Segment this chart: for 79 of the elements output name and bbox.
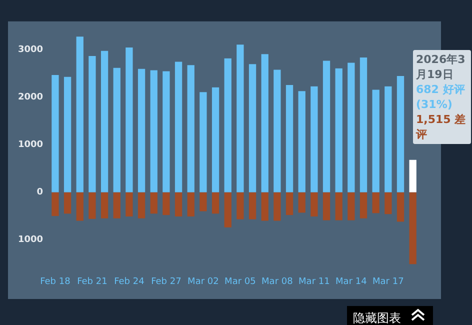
bar <box>88 56 96 192</box>
y-tick-label: 2000 <box>18 92 44 103</box>
y-tick-label: 0 <box>36 188 44 198</box>
bar <box>100 50 108 192</box>
bar <box>100 192 108 218</box>
annotation: 1,515 差评 <box>416 112 467 142</box>
annotation: 682 好评 (31%) <box>416 82 466 112</box>
x-tick-label: Feb 27 <box>151 276 182 287</box>
bar <box>236 192 244 220</box>
x-tick-label: Feb 24 <box>114 276 145 287</box>
bar <box>52 192 59 216</box>
bar <box>360 192 368 218</box>
bar <box>76 192 84 221</box>
bar <box>248 192 256 220</box>
bar <box>76 36 84 192</box>
bar <box>310 86 318 192</box>
bar <box>200 92 207 192</box>
bar <box>224 58 232 192</box>
bar <box>212 87 220 192</box>
bar <box>286 192 294 216</box>
bar <box>409 192 416 264</box>
bar <box>138 192 146 218</box>
x-tick-label: Mar 05 <box>224 276 256 287</box>
y-tick-label: 1000 <box>18 235 44 246</box>
bar <box>409 160 416 192</box>
bar <box>88 192 96 219</box>
bar <box>236 44 244 192</box>
bar <box>248 64 256 192</box>
bar <box>64 192 72 214</box>
bar <box>200 192 207 212</box>
bar <box>174 62 182 192</box>
bar <box>360 57 368 192</box>
bar <box>310 192 318 216</box>
text: 隐藏图表 <box>347 306 433 325</box>
x-tick-label: Mar 14 <box>336 276 368 287</box>
bar <box>52 75 59 192</box>
bar <box>150 70 158 192</box>
bar <box>298 192 306 213</box>
bar <box>372 90 380 192</box>
bar <box>322 60 330 192</box>
bar <box>113 192 120 218</box>
x-tick-label: Mar 08 <box>262 276 294 287</box>
bar <box>322 192 330 220</box>
bar <box>187 65 194 192</box>
bar <box>286 85 294 192</box>
bar <box>212 192 220 214</box>
x-tick-label: Mar 17 <box>372 276 404 287</box>
bar <box>335 68 342 192</box>
bar <box>224 192 232 228</box>
bar <box>113 68 120 192</box>
bar <box>187 192 194 216</box>
x-tick-label: Feb 21 <box>77 276 108 287</box>
bar <box>261 54 268 192</box>
bar <box>150 192 158 214</box>
y-tick-label: 3000 <box>18 45 44 56</box>
bar <box>64 76 72 192</box>
bar <box>348 62 355 192</box>
bar <box>335 192 342 220</box>
bar <box>162 71 170 192</box>
x-tick-label: Mar 11 <box>298 276 330 287</box>
x-tick-label: Mar 02 <box>188 276 219 287</box>
bar <box>396 76 404 192</box>
bar <box>384 192 392 214</box>
bar <box>126 48 133 192</box>
bar <box>274 70 281 192</box>
annotation: 2026年3月19日 <box>416 52 466 82</box>
bar <box>298 91 306 192</box>
y-tick-label: 1000 <box>18 140 44 150</box>
bar <box>174 192 182 216</box>
bar <box>138 68 146 192</box>
bar <box>348 192 355 220</box>
bar <box>126 192 133 216</box>
bar <box>274 192 281 221</box>
x-tick-label: Feb 18 <box>40 276 71 287</box>
bar <box>261 192 268 221</box>
bar <box>372 192 380 214</box>
bar <box>384 86 392 192</box>
bar <box>162 192 170 216</box>
bar <box>396 192 404 222</box>
